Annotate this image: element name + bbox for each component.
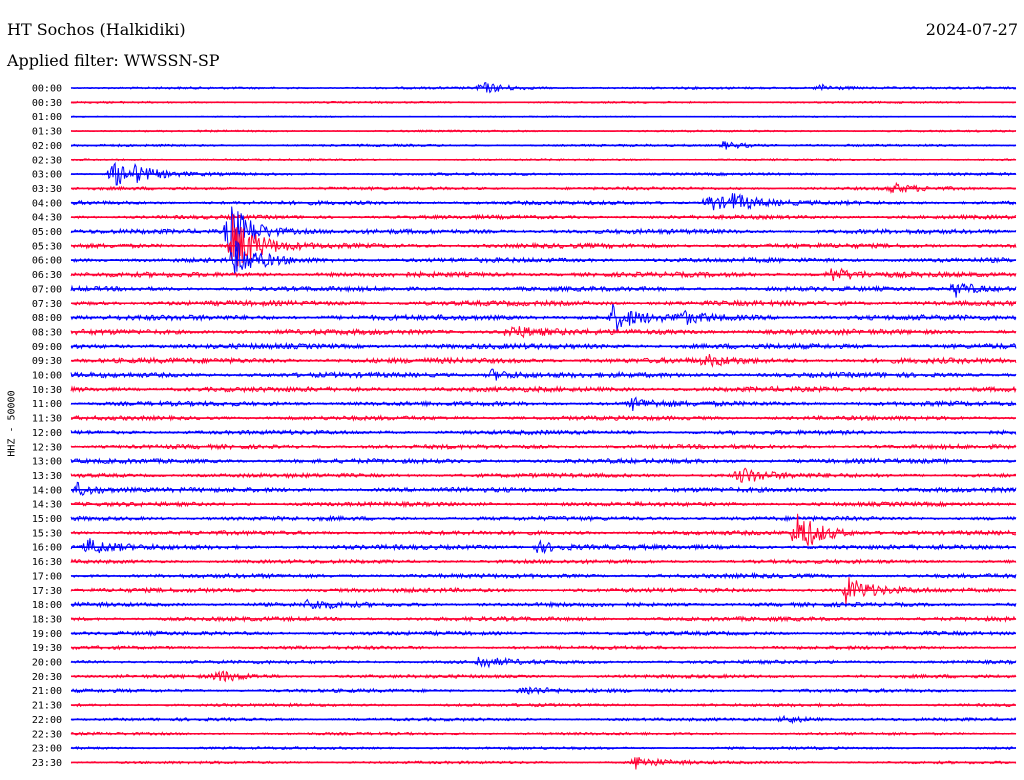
- time-tick-label: 13:00: [32, 457, 62, 468]
- station-title: HT Sochos (Halkidiki): [7, 20, 186, 39]
- time-tick-label: 07:30: [32, 299, 62, 310]
- time-tick-label: 13:30: [32, 471, 62, 482]
- time-tick-label: 01:00: [32, 112, 62, 123]
- date-label: 2024-07-27: [925, 20, 1018, 39]
- time-tick-label: 02:30: [32, 155, 62, 166]
- time-tick-label: 08:30: [32, 327, 62, 338]
- time-tick-label: 03:00: [32, 170, 62, 181]
- time-tick-label: 05:00: [32, 227, 62, 238]
- trace-line: [70, 757, 1017, 770]
- trace-line: [70, 213, 1017, 267]
- time-tick-label: 18:00: [32, 600, 62, 611]
- time-tick-label: 15:30: [32, 528, 62, 539]
- time-tick-label: 17:30: [32, 586, 62, 597]
- time-tick-label: 06:30: [32, 270, 62, 281]
- time-tick-label: 14:30: [32, 500, 62, 511]
- time-tick-label: 22:30: [32, 729, 62, 740]
- trace-line: [70, 282, 1017, 298]
- time-tick-label: 20:30: [32, 672, 62, 683]
- trace-line: [70, 304, 1017, 331]
- time-tick-label: 14:00: [32, 485, 62, 496]
- trace-line: [70, 481, 1017, 496]
- time-tick-label: 19:00: [32, 629, 62, 640]
- time-tick-label: 18:30: [32, 614, 62, 625]
- time-tick-label: 21:00: [32, 686, 62, 697]
- time-tick-label: 05:30: [32, 241, 62, 252]
- time-tick-label: 16:00: [32, 543, 62, 554]
- time-tick-label: 22:00: [32, 715, 62, 726]
- time-tick-label: 00:00: [32, 84, 62, 95]
- trace-line: [70, 538, 1017, 555]
- time-tick-label: 11:00: [32, 399, 62, 410]
- time-tick-label: 23:30: [32, 758, 62, 769]
- time-tick-label: 17:00: [32, 571, 62, 582]
- time-tick-label: 09:30: [32, 356, 62, 367]
- time-tick-label: 00:30: [32, 98, 62, 109]
- time-tick-label: 10:00: [32, 371, 62, 382]
- time-tick-label: 12:30: [32, 442, 62, 453]
- time-tick-label: 10:30: [32, 385, 62, 396]
- time-tick-label: 09:00: [32, 342, 62, 353]
- time-tick-label: 08:00: [32, 313, 62, 324]
- trace-line: [70, 213, 1017, 221]
- time-tick-label: 06:00: [32, 256, 62, 267]
- time-tick-label: 21:30: [32, 701, 62, 712]
- time-tick-label: 03:30: [32, 184, 62, 195]
- time-tick-label: 01:30: [32, 127, 62, 138]
- time-tick-label: 15:00: [32, 514, 62, 525]
- time-tick-label: 04:30: [32, 213, 62, 224]
- time-tick-label: 07:00: [32, 284, 62, 295]
- time-tick-label: 23:00: [32, 744, 62, 755]
- time-tick-label: 11:30: [32, 414, 62, 425]
- time-tick-label: 19:30: [32, 643, 62, 654]
- time-tick-label: 12:00: [32, 428, 62, 439]
- trace-line: [70, 193, 1017, 211]
- time-tick-label: 16:30: [32, 557, 62, 568]
- time-tick-label: 02:00: [32, 141, 62, 152]
- time-tick-label: 20:00: [32, 658, 62, 669]
- filter-label: Applied filter: WWSSN-SP: [7, 51, 220, 70]
- time-tick-label: 04:00: [32, 198, 62, 209]
